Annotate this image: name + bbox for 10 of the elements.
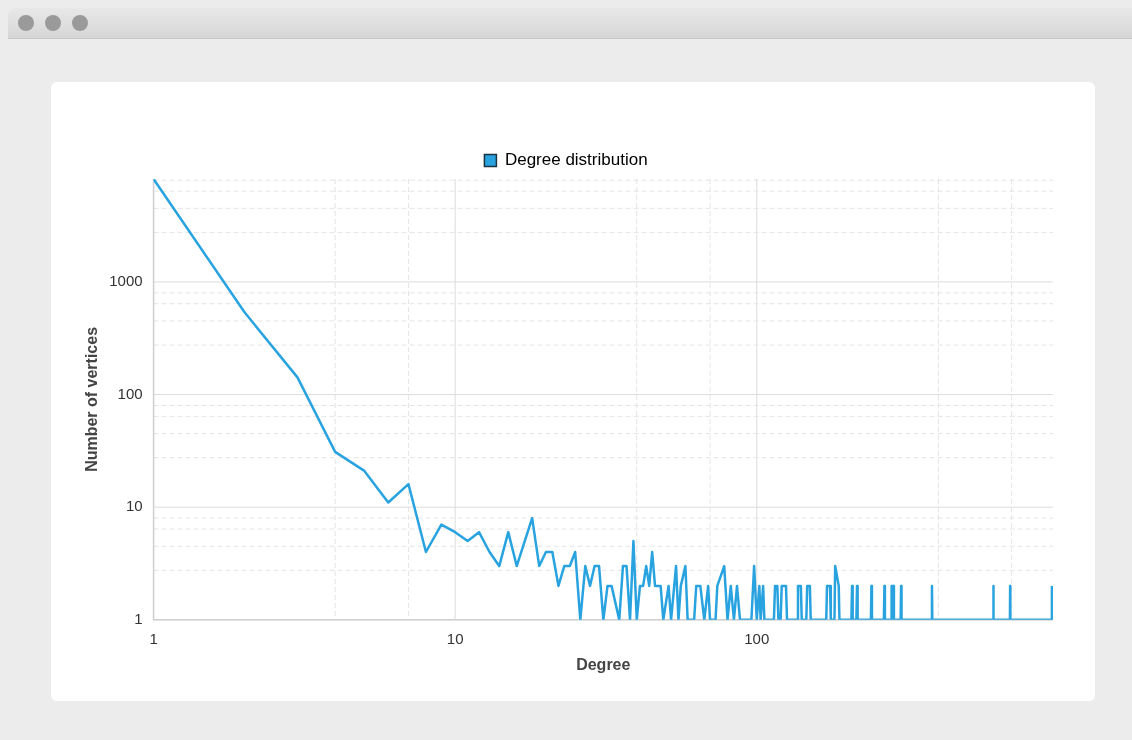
y-axis-title: Number of vertices	[83, 326, 101, 472]
x-axis-title: Degree	[576, 655, 631, 673]
y-tick-label: 10	[125, 497, 143, 515]
y-tick-label: 1000	[109, 272, 143, 290]
x-tick-label: 100	[744, 629, 770, 647]
x-tick-label: 10	[446, 629, 464, 647]
x-tick-label: 1	[149, 629, 158, 647]
y-tick-label: 100	[117, 384, 143, 402]
legend-label: Degree distribution	[504, 150, 648, 170]
y-tick-label: 1	[134, 609, 143, 627]
